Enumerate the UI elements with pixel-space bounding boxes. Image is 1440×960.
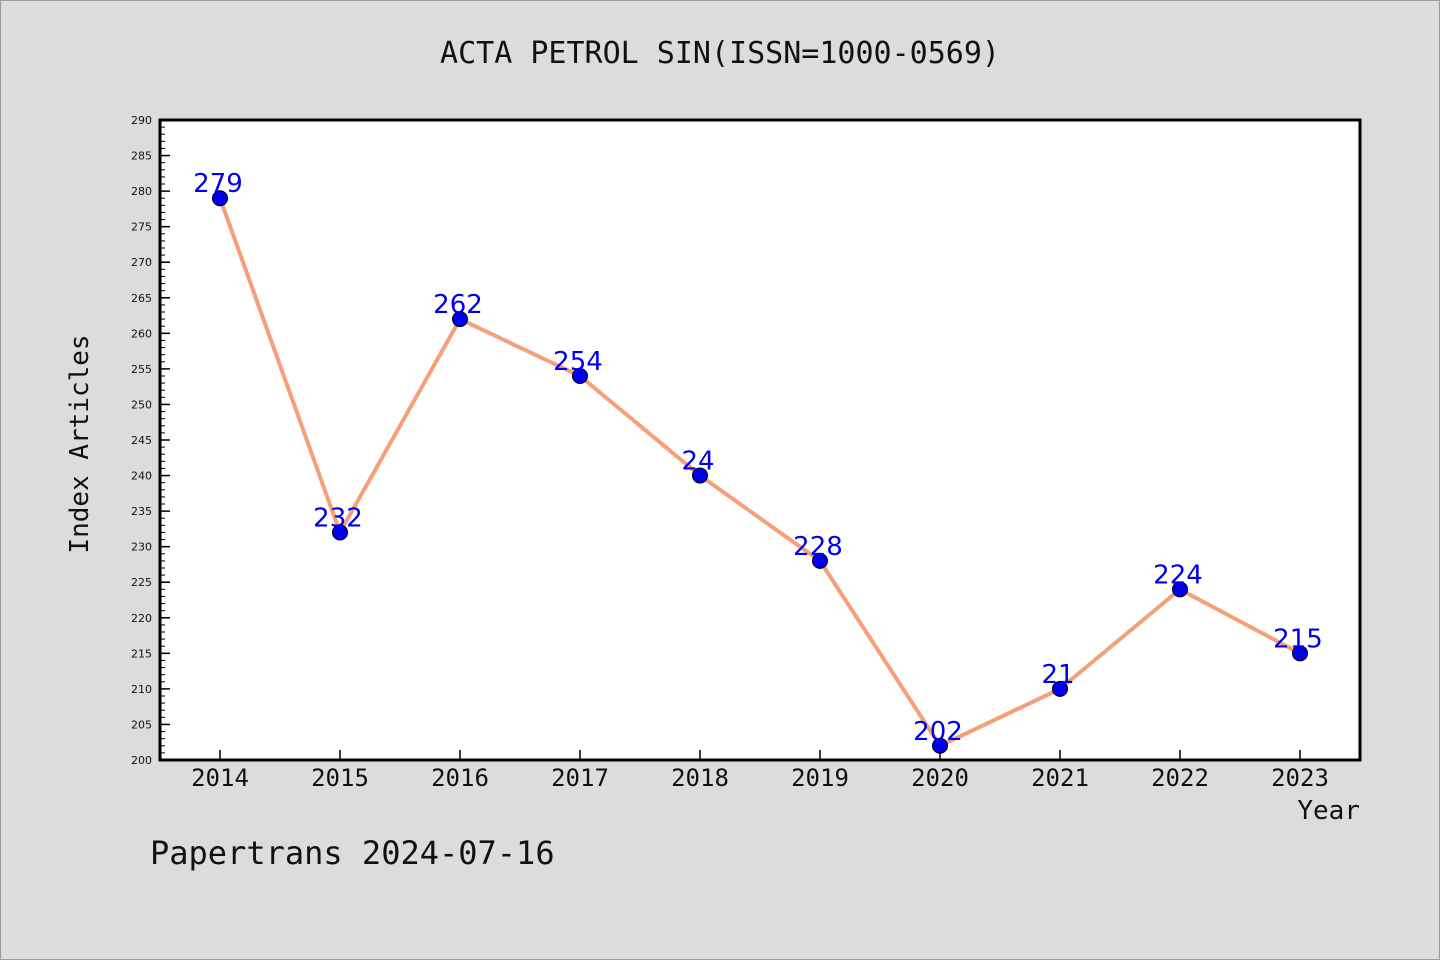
data-labels: 279 232 262 254 24 228 202 21 224 215: [193, 169, 1323, 747]
x-tick-label: 2015: [311, 764, 369, 792]
y-tick-label: 290: [131, 114, 152, 127]
data-point: [452, 311, 468, 328]
data-label: 21: [1041, 660, 1074, 690]
x-tick-label: 2016: [431, 764, 489, 792]
data-point: [212, 190, 228, 207]
data-label: 254: [553, 347, 603, 377]
footer-text: Papertrans 2024-07-16: [150, 834, 555, 872]
data-point: [1052, 680, 1068, 697]
chart-title: ACTA PETROL SIN(ISSN=1000-0569): [440, 36, 1000, 71]
data-point: [1292, 645, 1308, 662]
x-axis: 2014 2015 2016 2017 2018 2019 2020 2021 2022 2023: [191, 750, 1329, 792]
data-label: 279: [193, 169, 243, 199]
data-point: [332, 524, 348, 541]
data-point: [812, 552, 828, 569]
y-tick-label: 215: [131, 647, 152, 660]
x-tick-label: 2017: [551, 764, 609, 792]
y-tick-label: 230: [131, 541, 152, 554]
data-label: 232: [313, 503, 363, 533]
y-tick-label: 255: [131, 363, 152, 376]
data-label: 228: [793, 532, 843, 562]
x-tick-label: 2018: [671, 764, 729, 792]
y-tick-label: 260: [131, 327, 152, 340]
y-tick-label: 220: [131, 612, 152, 625]
data-label: 202: [913, 717, 963, 747]
y-tick-label: 265: [131, 292, 152, 305]
x-tick-label: 2023: [1271, 764, 1329, 792]
data-point: [932, 737, 948, 754]
y-tick-label: 245: [131, 434, 152, 447]
x-tick-label: 2019: [791, 764, 849, 792]
y-tick-label: 250: [131, 398, 152, 411]
y-tick-label: 225: [131, 576, 152, 589]
y-tick-label: 285: [131, 150, 152, 163]
y-tick-label: 275: [131, 221, 152, 234]
y-tick-label: 270: [131, 256, 152, 269]
x-tick-label: 2014: [191, 764, 249, 792]
y-tick-label: 240: [131, 470, 152, 483]
data-label: 224: [1153, 560, 1203, 590]
y-tick-label: 235: [131, 505, 152, 518]
x-tick-label: 2020: [911, 764, 969, 792]
plot-area: [158, 118, 1362, 762]
x-axis-label: Year: [1297, 796, 1360, 826]
data-point: [1172, 581, 1188, 598]
y-axis: 200 205 210 215 220 225 230 235 240 245 250 255 260 2…: [131, 114, 170, 767]
data-point: [572, 368, 588, 384]
y-axis-label: Index Articles: [65, 334, 95, 554]
series-layer: [212, 190, 1308, 754]
x-tick-label: 2021: [1031, 764, 1089, 792]
y-tick-label: 205: [131, 718, 152, 731]
data-label: 262: [433, 290, 483, 320]
data-label: 24: [681, 447, 714, 477]
y-tick-label: 280: [131, 185, 152, 198]
y-tick-label: 210: [131, 683, 152, 696]
data-label: 215: [1273, 624, 1323, 654]
x-tick-label: 2022: [1151, 764, 1209, 792]
series-line: [218, 197, 1301, 748]
y-tick-label: 200: [131, 754, 152, 767]
data-point: [692, 467, 708, 484]
